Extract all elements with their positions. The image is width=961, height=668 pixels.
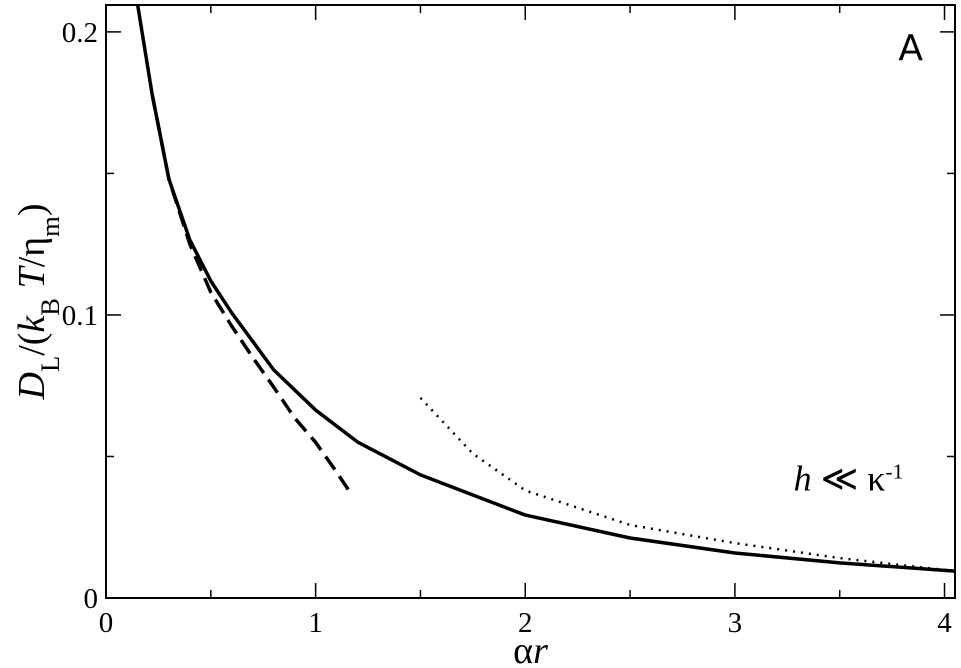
label-part: A [898,28,923,69]
label-part: m [35,216,65,237]
line [150,93,353,496]
y-tick-label: 0 [84,583,99,615]
annotation: h ≪ κ-1 [794,458,904,498]
x-tick-label: 2 [518,607,533,639]
x-tick-label: 0 [99,607,114,639]
label-part: D [11,372,53,400]
label-part: r [533,630,548,668]
label-part: ≪ κ [812,458,886,498]
label-part: /η [11,237,53,267]
y-tick-label: 0.2 [62,17,98,49]
label-part: L [35,356,65,372]
label-part: B [35,298,65,316]
label-part: -1 [885,459,903,483]
label-part: ) [11,204,53,217]
x-tick-label: 4 [937,607,952,639]
plot-frame [105,4,956,599]
y-tick-label: 0.1 [62,300,98,332]
label-part: h [794,458,812,498]
label-part: k [11,315,53,333]
y-axis-label: DL/(kB T/ηm) [11,204,65,401]
label-part: /( [11,333,53,356]
x-tick-label: 1 [308,607,323,639]
label-part: α [513,630,533,668]
x-tick-label: 3 [728,607,743,639]
x-axis-label: αr [513,630,548,668]
annotation: A [898,28,923,69]
label-part: T [11,264,53,298]
